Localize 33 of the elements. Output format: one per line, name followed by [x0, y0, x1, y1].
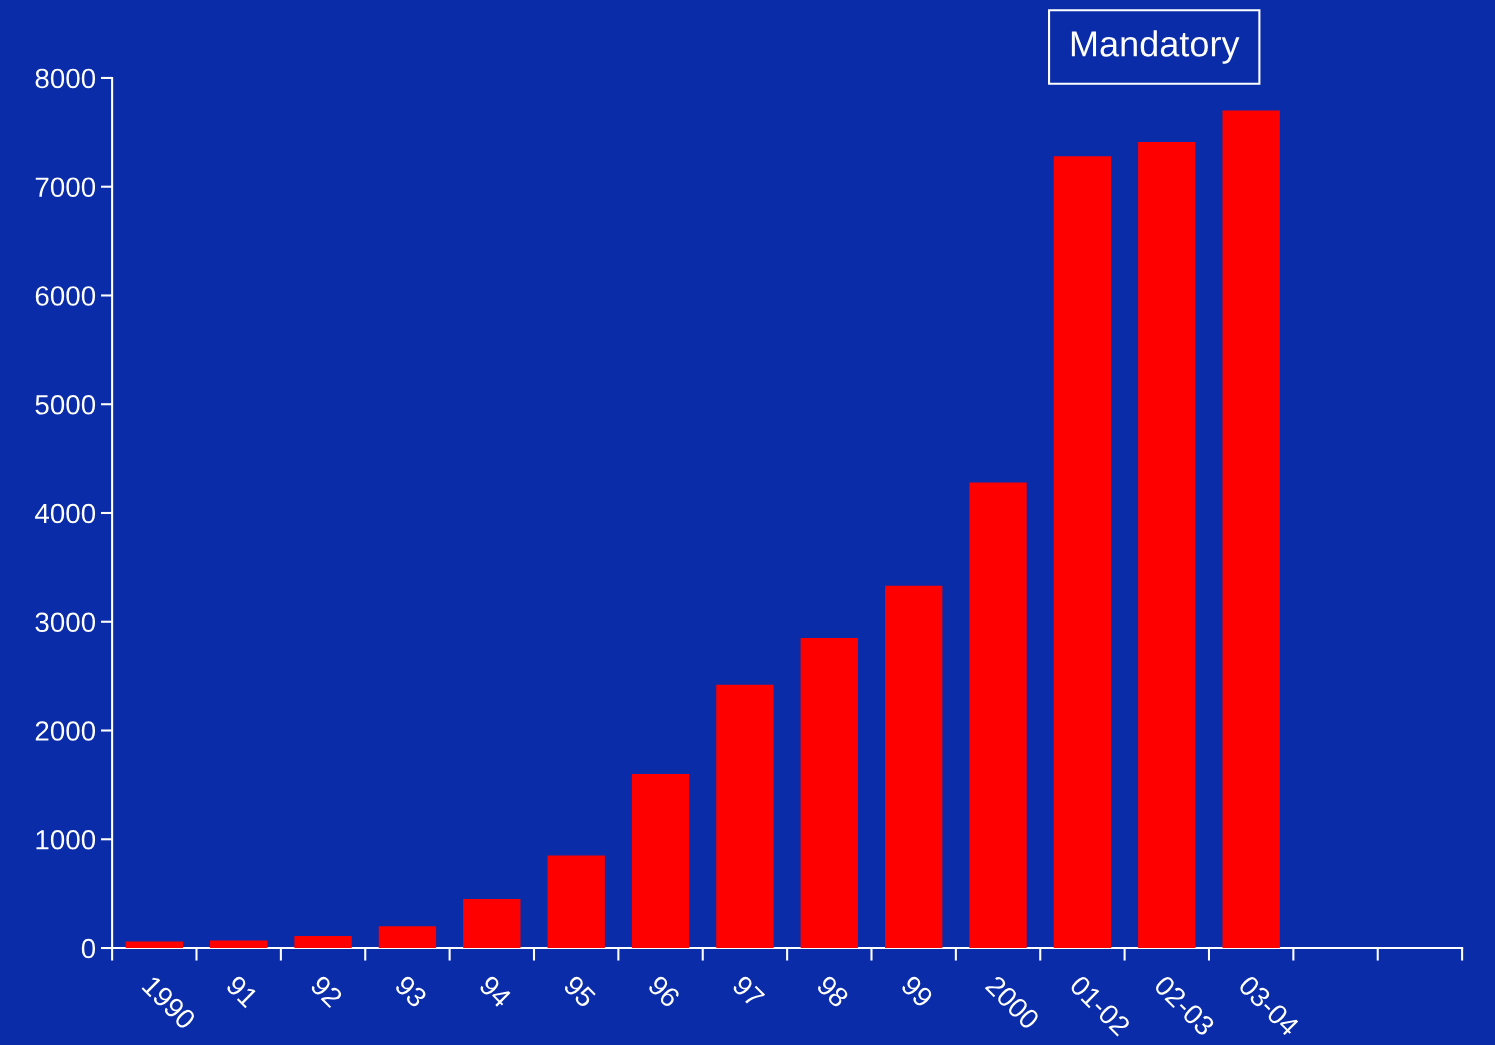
bar [800, 638, 858, 949]
x-tick-label: 97 [731, 974, 766, 1009]
bar [1138, 142, 1196, 949]
text: Mandatory [1071, 30, 1240, 64]
x-tick-label: 95 [562, 974, 597, 1009]
y-tick-label: 3000 [35, 612, 96, 633]
x-tick-label: 92 [309, 974, 344, 1009]
x-tick-label: 94 [478, 974, 513, 1009]
y-tick-label: 4000 [35, 503, 96, 524]
bar [294, 936, 352, 949]
bar [1222, 110, 1280, 949]
y-tick-label: 0 [81, 938, 96, 959]
x-tick-label: 91 [225, 974, 260, 1009]
bar [631, 774, 690, 949]
x-tick-label: 99 [900, 974, 935, 1009]
bar [884, 585, 943, 949]
bar [969, 482, 1027, 949]
y-tick-label: 7000 [35, 177, 96, 198]
x-tick-label: 96 [647, 974, 682, 1009]
y-tick-label: 2000 [35, 721, 96, 741]
y-tick-label: 1000 [36, 829, 96, 850]
bar [210, 940, 268, 949]
bar [1053, 156, 1112, 949]
bar [716, 684, 774, 949]
bar [463, 899, 521, 949]
y-tick-label: 5000 [35, 394, 96, 415]
x-tick-label: 98 [815, 974, 850, 1009]
bar [125, 941, 183, 949]
y-tick-label: 8000 [35, 68, 96, 89]
bar [378, 926, 437, 949]
x-tick-label: 93 [393, 974, 428, 1009]
bar [547, 855, 605, 949]
y-tick-label: 6000 [35, 286, 96, 306]
